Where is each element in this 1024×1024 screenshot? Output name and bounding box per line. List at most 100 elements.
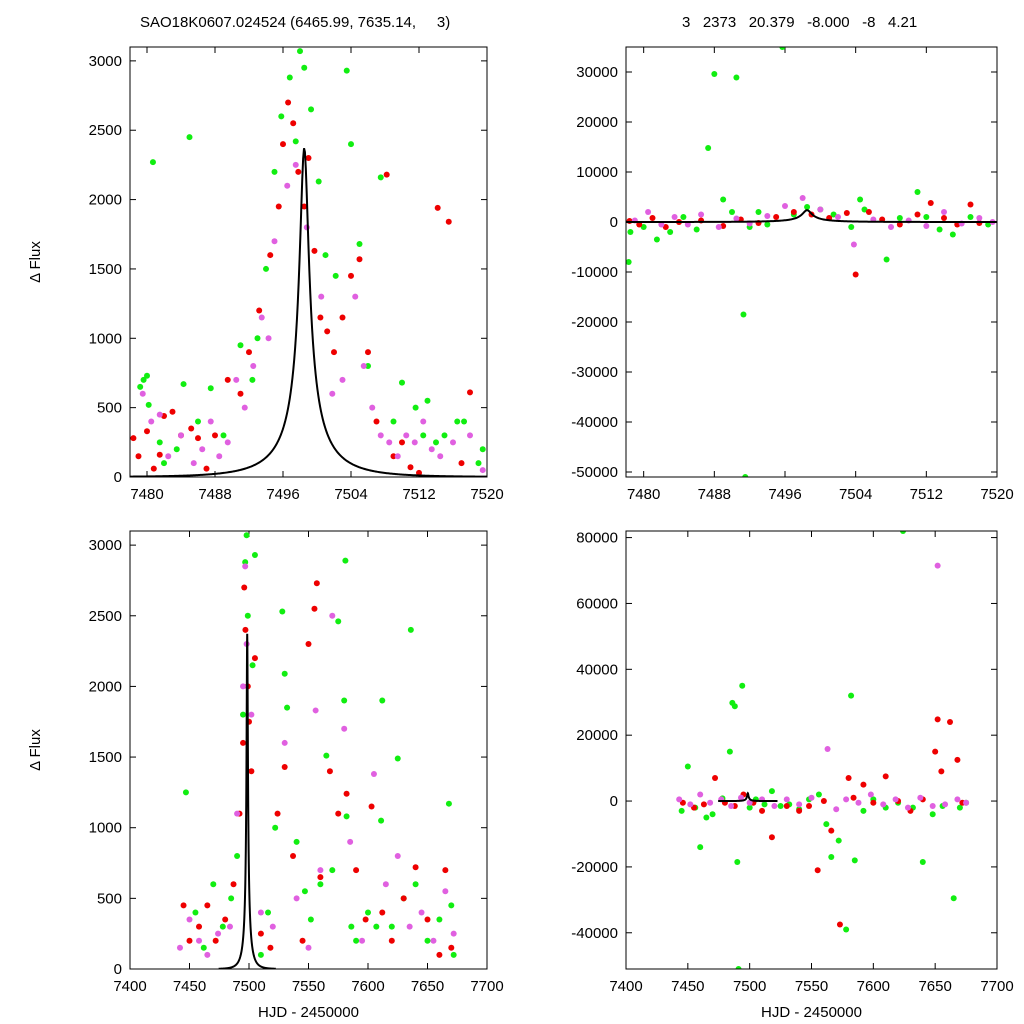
data-point-magenta: [782, 203, 788, 209]
data-point-red: [407, 464, 414, 471]
data-point-red: [169, 408, 176, 415]
data-point-green: [424, 937, 431, 944]
data-point-magenta: [442, 888, 449, 895]
data-point-green: [234, 852, 241, 859]
data-point-magenta: [824, 746, 831, 753]
data-point-green: [711, 71, 718, 77]
data-point-red: [343, 790, 350, 797]
data-point-red: [773, 214, 780, 220]
data-point-green: [281, 670, 288, 677]
data-point-magenta: [377, 432, 384, 439]
data-point-green: [149, 159, 156, 166]
data-point-green: [949, 231, 956, 238]
data-point-green: [173, 446, 180, 453]
data-points: [176, 532, 457, 958]
y-tick-label: 20000: [576, 114, 618, 131]
data-point-red: [256, 307, 263, 314]
data-point-red: [941, 215, 947, 221]
data-point-green: [640, 224, 647, 230]
data-point-green: [237, 342, 244, 349]
data-point-green: [857, 196, 864, 203]
data-point-green: [244, 612, 251, 619]
data-point-magenta: [715, 224, 722, 230]
data-point-red: [237, 390, 244, 397]
data-point-red: [267, 252, 274, 259]
data-point-green: [709, 811, 716, 818]
data-point-green: [317, 881, 324, 888]
x-tick-label: 7504: [839, 486, 872, 503]
data-point-green: [883, 256, 890, 263]
data-point-green: [180, 381, 187, 388]
data-point-red: [870, 799, 877, 806]
x-tick-label: 7488: [198, 486, 231, 503]
data-point-red: [445, 218, 452, 225]
data-point-green: [720, 196, 727, 203]
y-tick-label: -40000: [571, 414, 618, 431]
data-point-red: [240, 739, 247, 746]
data-point-magenta: [437, 453, 444, 460]
plot-frame: [129, 530, 488, 970]
data-point-red: [927, 200, 934, 206]
data-point-magenta: [645, 209, 652, 215]
data-point-red: [388, 937, 395, 944]
data-point-red: [865, 209, 872, 215]
data-point-green: [390, 418, 397, 425]
data-point-green: [243, 532, 250, 539]
data-point-magenta: [746, 799, 753, 806]
panel-top-left: 7480 7488 7496 7504 7512 7520 0 500 1000 1500 2000…: [27, 46, 504, 503]
data-point-green: [195, 418, 201, 425]
data-point-green: [377, 174, 384, 181]
data-point-magenta: [941, 209, 947, 215]
data-point-green: [441, 432, 448, 439]
x-tick-label: 7500: [232, 978, 265, 995]
data-point-magenta: [403, 432, 410, 439]
data-point-green: [161, 460, 167, 467]
data-point-magenta: [248, 711, 255, 718]
data-point-red: [311, 247, 318, 254]
data-point-magenta: [250, 363, 257, 370]
data-point-magenta: [242, 563, 249, 570]
x-axis-label: HJD - 2450000: [258, 1004, 359, 1021]
data-point-green: [823, 821, 830, 828]
panel-bottom-right: 7400 7450 7500 7550 7600 7650 7700 -40000 -20000…: [571, 530, 1013, 1021]
data-point-red: [442, 867, 449, 874]
data-point-green: [257, 951, 264, 958]
data-point-red: [275, 203, 282, 210]
model-curve: [718, 791, 778, 803]
data-point-green: [734, 858, 741, 865]
data-point-red: [212, 432, 218, 439]
data-point-red: [850, 794, 857, 801]
data-point-green: [828, 854, 835, 861]
data-point-green: [249, 662, 256, 669]
x-tick-label: 7550: [795, 978, 828, 995]
data-point-magenta: [241, 404, 248, 411]
data-point-red: [416, 469, 422, 476]
data-point-red: [365, 349, 371, 356]
data-point-red: [156, 451, 163, 458]
data-point-green: [746, 804, 753, 811]
y-tick-label: 1000: [89, 820, 122, 837]
data-point-green: [667, 229, 674, 235]
data-point-magenta: [418, 909, 425, 916]
y-tick-label: 40000: [576, 661, 618, 678]
header-left-title: SAO18K0607.024524 (6465.99, 7635.14, 3): [140, 14, 451, 31]
data-point-magenta: [207, 418, 214, 425]
data-point-green: [365, 363, 371, 370]
data-point-red: [150, 465, 157, 472]
data-point-green: [929, 811, 936, 818]
data-point-magenta: [382, 881, 389, 888]
data-point-green: [627, 229, 634, 235]
x-tick-label: 7488: [698, 486, 731, 503]
y-tick-label: -20000: [571, 859, 618, 876]
data-point-green: [297, 48, 303, 55]
data-point-magenta: [317, 867, 324, 874]
data-point-red: [144, 428, 150, 435]
x-tick-label: 7700: [470, 978, 503, 995]
data-point-magenta: [942, 801, 949, 808]
data-point-red: [290, 120, 297, 127]
data-point-green: [420, 432, 427, 439]
data-point-green: [265, 909, 272, 916]
x-tick-label: 7450: [671, 978, 704, 995]
data-point-red: [768, 834, 775, 841]
data-point-red: [348, 272, 354, 279]
